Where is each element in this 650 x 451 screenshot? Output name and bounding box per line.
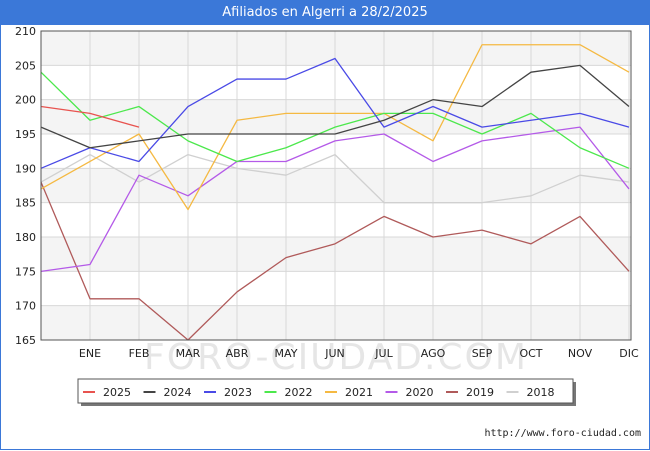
x-tick-label: OCT xyxy=(519,347,542,360)
x-tick-label: FEB xyxy=(129,347,150,360)
legend-label-2022: 2022 xyxy=(285,386,313,399)
legend-label-2018: 2018 xyxy=(527,386,555,399)
legend: 2025 2024 2023 2022 2021 2020 2019 2018 xyxy=(77,378,576,406)
y-axis-ticks: 165 170 175 180 185 190 195 200 205 210 xyxy=(15,25,36,347)
series-line-2022 xyxy=(40,71,630,169)
watermark: FORO-CIUDAD.COM xyxy=(144,337,528,378)
plot-band xyxy=(41,168,631,203)
x-tick-label: SEP xyxy=(472,347,493,360)
source-url: http://www.foro-ciudad.com xyxy=(484,428,641,439)
series-line-2021 xyxy=(40,44,630,211)
legend-label-2021: 2021 xyxy=(345,386,373,399)
series-line-2024 xyxy=(40,64,630,149)
series-line-2023 xyxy=(40,57,630,169)
series-line-2019 xyxy=(40,181,630,341)
y-tick-label: 185 xyxy=(15,197,36,210)
legend-label-2019: 2019 xyxy=(466,386,494,399)
y-tick-label: 190 xyxy=(15,162,36,175)
x-tick-label: NOV xyxy=(568,347,593,360)
x-tick-label: JUL xyxy=(374,347,393,360)
x-tick-label: MAR xyxy=(176,347,201,360)
x-tick-label: JUN xyxy=(324,347,345,360)
y-tick-label: 165 xyxy=(15,334,36,347)
x-axis-ticks: ENE FEB MAR ABR MAY JUN JUL AGO SEP OCT NOV DIC xyxy=(79,347,639,360)
y-tick-label: 175 xyxy=(15,265,36,278)
legend-label-2023: 2023 xyxy=(224,386,252,399)
legend-label-2025: 2025 xyxy=(103,386,131,399)
legend-label-2020: 2020 xyxy=(406,386,434,399)
series-line-2020 xyxy=(40,126,630,272)
legend-label-2024: 2024 xyxy=(164,386,192,399)
x-tick-label: ENE xyxy=(79,347,101,360)
y-tick-label: 180 xyxy=(15,231,36,244)
x-tick-label: ABR xyxy=(226,347,249,360)
series-line-2025 xyxy=(40,105,140,128)
x-tick-label: DIC xyxy=(619,347,639,360)
y-tick-label: 200 xyxy=(15,94,36,107)
chart-title: Afiliados en Algerri a 28/2/2025 xyxy=(1,1,649,25)
x-tick-label: AGO xyxy=(421,347,446,360)
series-lines xyxy=(40,44,630,341)
y-tick-label: 170 xyxy=(15,300,36,313)
plot-band xyxy=(41,237,631,272)
plot-band xyxy=(41,305,631,340)
series-line-2018 xyxy=(40,153,630,204)
plot-band xyxy=(41,99,631,134)
x-tick-label: MAY xyxy=(275,347,298,360)
y-tick-label: 205 xyxy=(15,59,36,72)
plot-border xyxy=(40,30,632,341)
y-tick-label: 195 xyxy=(15,128,36,141)
y-tick-label: 210 xyxy=(15,25,36,38)
